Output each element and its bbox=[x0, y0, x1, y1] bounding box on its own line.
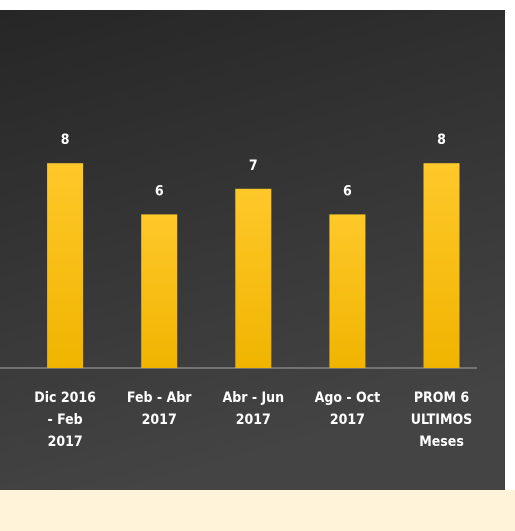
bar bbox=[423, 163, 460, 368]
x-tick-label: Abr - Jun bbox=[223, 390, 285, 406]
value-label: 7 bbox=[249, 158, 258, 174]
bar bbox=[235, 188, 272, 368]
x-tick-label: 2017 bbox=[330, 412, 365, 428]
footer-band bbox=[0, 490, 515, 531]
x-tick-label: - Feb bbox=[47, 412, 82, 428]
x-tick-label: 2017 bbox=[236, 412, 271, 428]
bar bbox=[329, 214, 366, 368]
bar bbox=[47, 163, 84, 368]
bar bbox=[141, 214, 178, 368]
x-tick-label: Feb - Abr bbox=[127, 390, 192, 406]
x-tick-label: 2017 bbox=[142, 412, 177, 428]
value-label: 8 bbox=[61, 132, 70, 148]
x-tick-label: 2017 bbox=[48, 434, 83, 450]
x-tick-label: Meses bbox=[419, 434, 464, 450]
x-tick-label: ULTIMOS bbox=[411, 412, 473, 428]
value-label: 6 bbox=[343, 183, 352, 199]
x-tick-label: PROM 6 bbox=[414, 390, 470, 406]
x-tick-label: Dic 2016 bbox=[34, 390, 96, 406]
value-label: 8 bbox=[437, 132, 446, 148]
x-tick-label: Ago - Oct bbox=[315, 390, 381, 406]
value-label: 6 bbox=[155, 183, 164, 199]
